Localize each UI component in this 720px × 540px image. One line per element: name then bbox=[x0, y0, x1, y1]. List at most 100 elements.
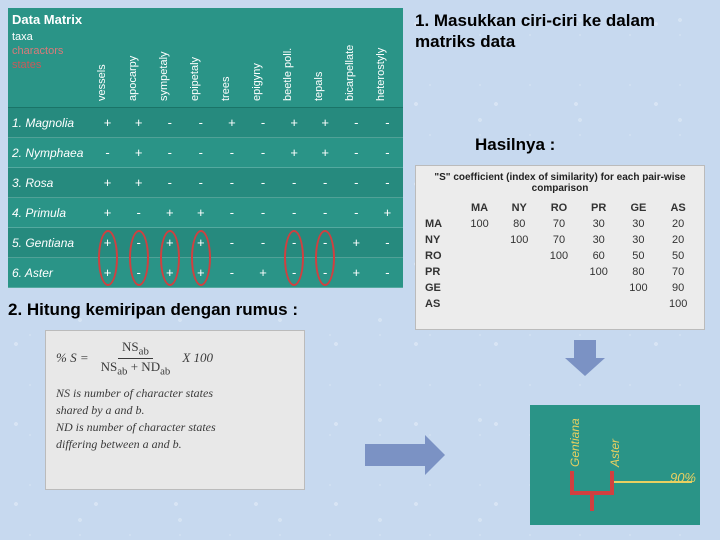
formula-lhs: % S = bbox=[56, 350, 89, 366]
data-matrix-header: Data Matrix taxa charactors states vesse… bbox=[8, 8, 403, 108]
matrix-cell: - bbox=[216, 235, 247, 250]
matrix-cell: + bbox=[92, 115, 123, 130]
formula-note2: shared by a and b. bbox=[56, 402, 294, 419]
label-characters: charactors bbox=[12, 45, 88, 57]
matrix-cell: - bbox=[279, 175, 310, 190]
matrix-header-col: trees bbox=[216, 8, 247, 107]
sim-cell: 100 bbox=[658, 296, 698, 312]
sim-cell bbox=[460, 264, 500, 280]
matrix-cell: - bbox=[247, 115, 278, 130]
matrix-cell: - bbox=[247, 145, 278, 160]
matrix-cell: + bbox=[279, 145, 310, 160]
sim-cell bbox=[619, 296, 659, 312]
sim-cell: 100 bbox=[539, 248, 579, 264]
sim-cell: 60 bbox=[579, 248, 619, 264]
matrix-cell: + bbox=[154, 265, 185, 280]
sim-cell: 80 bbox=[499, 216, 539, 232]
sim-cell: 30 bbox=[579, 232, 619, 248]
matrix-cell: + bbox=[123, 145, 154, 160]
sim-cell bbox=[499, 248, 539, 264]
matrix-cell: - bbox=[372, 235, 403, 250]
matrix-row: 6. Aster+-++-+--+- bbox=[8, 258, 403, 288]
matrix-header-col: apocarpy bbox=[123, 8, 154, 107]
sim-cell bbox=[460, 296, 500, 312]
matrix-cell: - bbox=[154, 175, 185, 190]
sim-cell bbox=[539, 280, 579, 296]
sim-col-header: AS bbox=[658, 200, 698, 216]
matrix-cell: - bbox=[247, 175, 278, 190]
matrix-taxon-name: 6. Aster bbox=[8, 266, 92, 280]
matrix-row: 5. Gentiana+-++----+- bbox=[8, 228, 403, 258]
matrix-taxon-name: 3. Rosa bbox=[8, 176, 92, 190]
matrix-cell: - bbox=[154, 115, 185, 130]
matrix-cell: - bbox=[372, 145, 403, 160]
step1-caption: 1. Masukkan ciri-ciri ke dalam matriks d… bbox=[415, 10, 705, 53]
matrix-row: 1. Magnolia++--+-++-- bbox=[8, 108, 403, 138]
sim-col-header: RO bbox=[539, 200, 579, 216]
matrix-cell: + bbox=[92, 205, 123, 220]
similarity-table: MANYROPRGEASMA1008070303020NY10070303020… bbox=[422, 200, 698, 312]
matrix-cell: + bbox=[92, 235, 123, 250]
matrix-cell: - bbox=[216, 205, 247, 220]
sim-col-header: MA bbox=[460, 200, 500, 216]
matrix-cell: - bbox=[279, 205, 310, 220]
result-label: Hasilnya : bbox=[475, 135, 555, 155]
formula-den-sub2: ab bbox=[160, 365, 170, 377]
matrix-header-col: beetle poll. bbox=[279, 8, 310, 107]
matrix-header-col: heterostyly bbox=[372, 8, 403, 107]
matrix-cell: + bbox=[185, 265, 216, 280]
sim-cell: 70 bbox=[539, 232, 579, 248]
sim-cell bbox=[460, 248, 500, 264]
matrix-taxon-name: 2. Nymphaea bbox=[8, 146, 92, 160]
matrix-cell: + bbox=[185, 235, 216, 250]
matrix-cell: - bbox=[216, 265, 247, 280]
step2-caption: 2. Hitung kemiripan dengan rumus : bbox=[8, 300, 298, 320]
sim-cell: 20 bbox=[658, 232, 698, 248]
matrix-row: 2. Nymphaea-+----++-- bbox=[8, 138, 403, 168]
formula-note3: ND is number of character states bbox=[56, 419, 294, 436]
matrix-cell: + bbox=[279, 115, 310, 130]
arrow-right-icon bbox=[365, 435, 445, 475]
sim-cell: 20 bbox=[658, 216, 698, 232]
sim-cell bbox=[579, 280, 619, 296]
sim-cell bbox=[460, 280, 500, 296]
sim-row-label: MA bbox=[422, 216, 460, 232]
matrix-cell: - bbox=[341, 145, 372, 160]
matrix-header-col: sympetaly bbox=[154, 8, 185, 107]
matrix-cell: - bbox=[123, 235, 154, 250]
matrix-title-block: Data Matrix taxa charactors states bbox=[8, 8, 92, 107]
matrix-title: Data Matrix bbox=[12, 12, 88, 27]
sim-row-label: GE bbox=[422, 280, 460, 296]
matrix-cell: + bbox=[310, 145, 341, 160]
sim-row-label: NY bbox=[422, 232, 460, 248]
sim-cell: 90 bbox=[658, 280, 698, 296]
sim-cell: 50 bbox=[619, 248, 659, 264]
matrix-taxon-name: 1. Magnolia bbox=[8, 116, 92, 130]
sim-cell bbox=[539, 264, 579, 280]
matrix-taxon-name: 4. Primula bbox=[8, 206, 92, 220]
matrix-cell: - bbox=[279, 265, 310, 280]
matrix-cell: - bbox=[279, 235, 310, 250]
formula-box: % S = NSab NSab + NDab X 100 NS is numbe… bbox=[45, 330, 305, 490]
sim-col-header: PR bbox=[579, 200, 619, 216]
matrix-header-col: bicarpellate bbox=[341, 8, 372, 107]
tree-percent: 90% bbox=[670, 470, 696, 485]
sim-row-label: AS bbox=[422, 296, 460, 312]
matrix-cell: + bbox=[154, 205, 185, 220]
matrix-cell: - bbox=[154, 145, 185, 160]
matrix-cell: - bbox=[372, 115, 403, 130]
formula-note1: NS is number of character states bbox=[56, 385, 294, 402]
similarity-title: "S" coefficient (index of similarity) fo… bbox=[422, 172, 698, 194]
sim-col-header: GE bbox=[619, 200, 659, 216]
matrix-header-col: vessels bbox=[92, 8, 123, 107]
matrix-cell: - bbox=[372, 175, 403, 190]
formula-num: NS bbox=[122, 339, 139, 354]
matrix-cell: + bbox=[372, 205, 403, 220]
sim-cell bbox=[460, 232, 500, 248]
sim-cell: 100 bbox=[460, 216, 500, 232]
matrix-cell: - bbox=[185, 175, 216, 190]
matrix-cell: - bbox=[310, 205, 341, 220]
arrow-down-icon bbox=[565, 340, 605, 380]
sim-cell: 100 bbox=[619, 280, 659, 296]
matrix-cell: - bbox=[216, 145, 247, 160]
